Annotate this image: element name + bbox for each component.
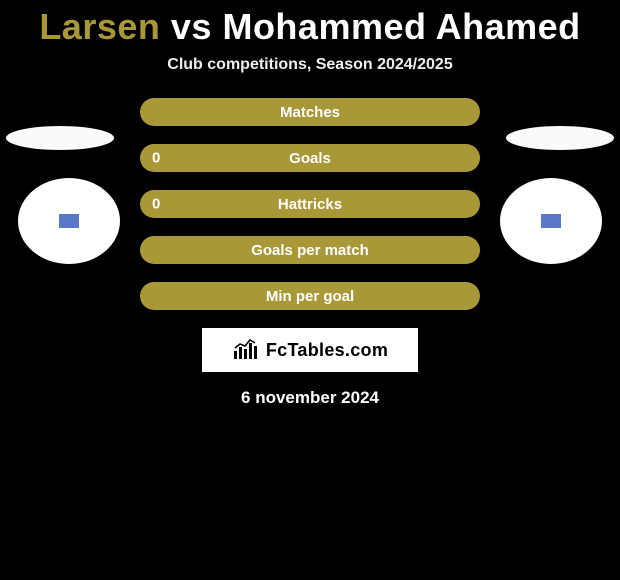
stat-row: 0 Goals xyxy=(140,144,480,172)
stat-label: Goals xyxy=(289,150,331,167)
branding-badge[interactable]: FcTables.com xyxy=(202,328,418,372)
stat-label: Min per goal xyxy=(266,288,354,305)
stat-row: Min per goal xyxy=(140,282,480,310)
date-text: 6 november 2024 xyxy=(0,388,620,408)
stat-value-left: 0 xyxy=(152,150,160,167)
page-title: Larsen vs Mohammed Ahamed xyxy=(0,0,620,48)
stat-row: Matches xyxy=(140,98,480,126)
chart-icon xyxy=(232,339,260,361)
player2-name: Mohammed Ahamed xyxy=(222,6,580,47)
stat-label: Goals per match xyxy=(251,242,369,259)
player1-name: Larsen xyxy=(39,6,160,47)
stat-label: Hattricks xyxy=(278,196,342,213)
stat-label: Matches xyxy=(280,104,340,121)
stat-row: Goals per match xyxy=(140,236,480,264)
stat-row: 0 Hattricks xyxy=(140,190,480,218)
stat-value-left: 0 xyxy=(152,196,160,213)
branding-label: FcTables.com xyxy=(266,340,388,361)
subtitle: Club competitions, Season 2024/2025 xyxy=(0,56,620,74)
stats-block: Matches 0 Goals 0 Hattricks Goals per match Mi… xyxy=(0,98,620,408)
vs-text: vs xyxy=(171,6,212,47)
